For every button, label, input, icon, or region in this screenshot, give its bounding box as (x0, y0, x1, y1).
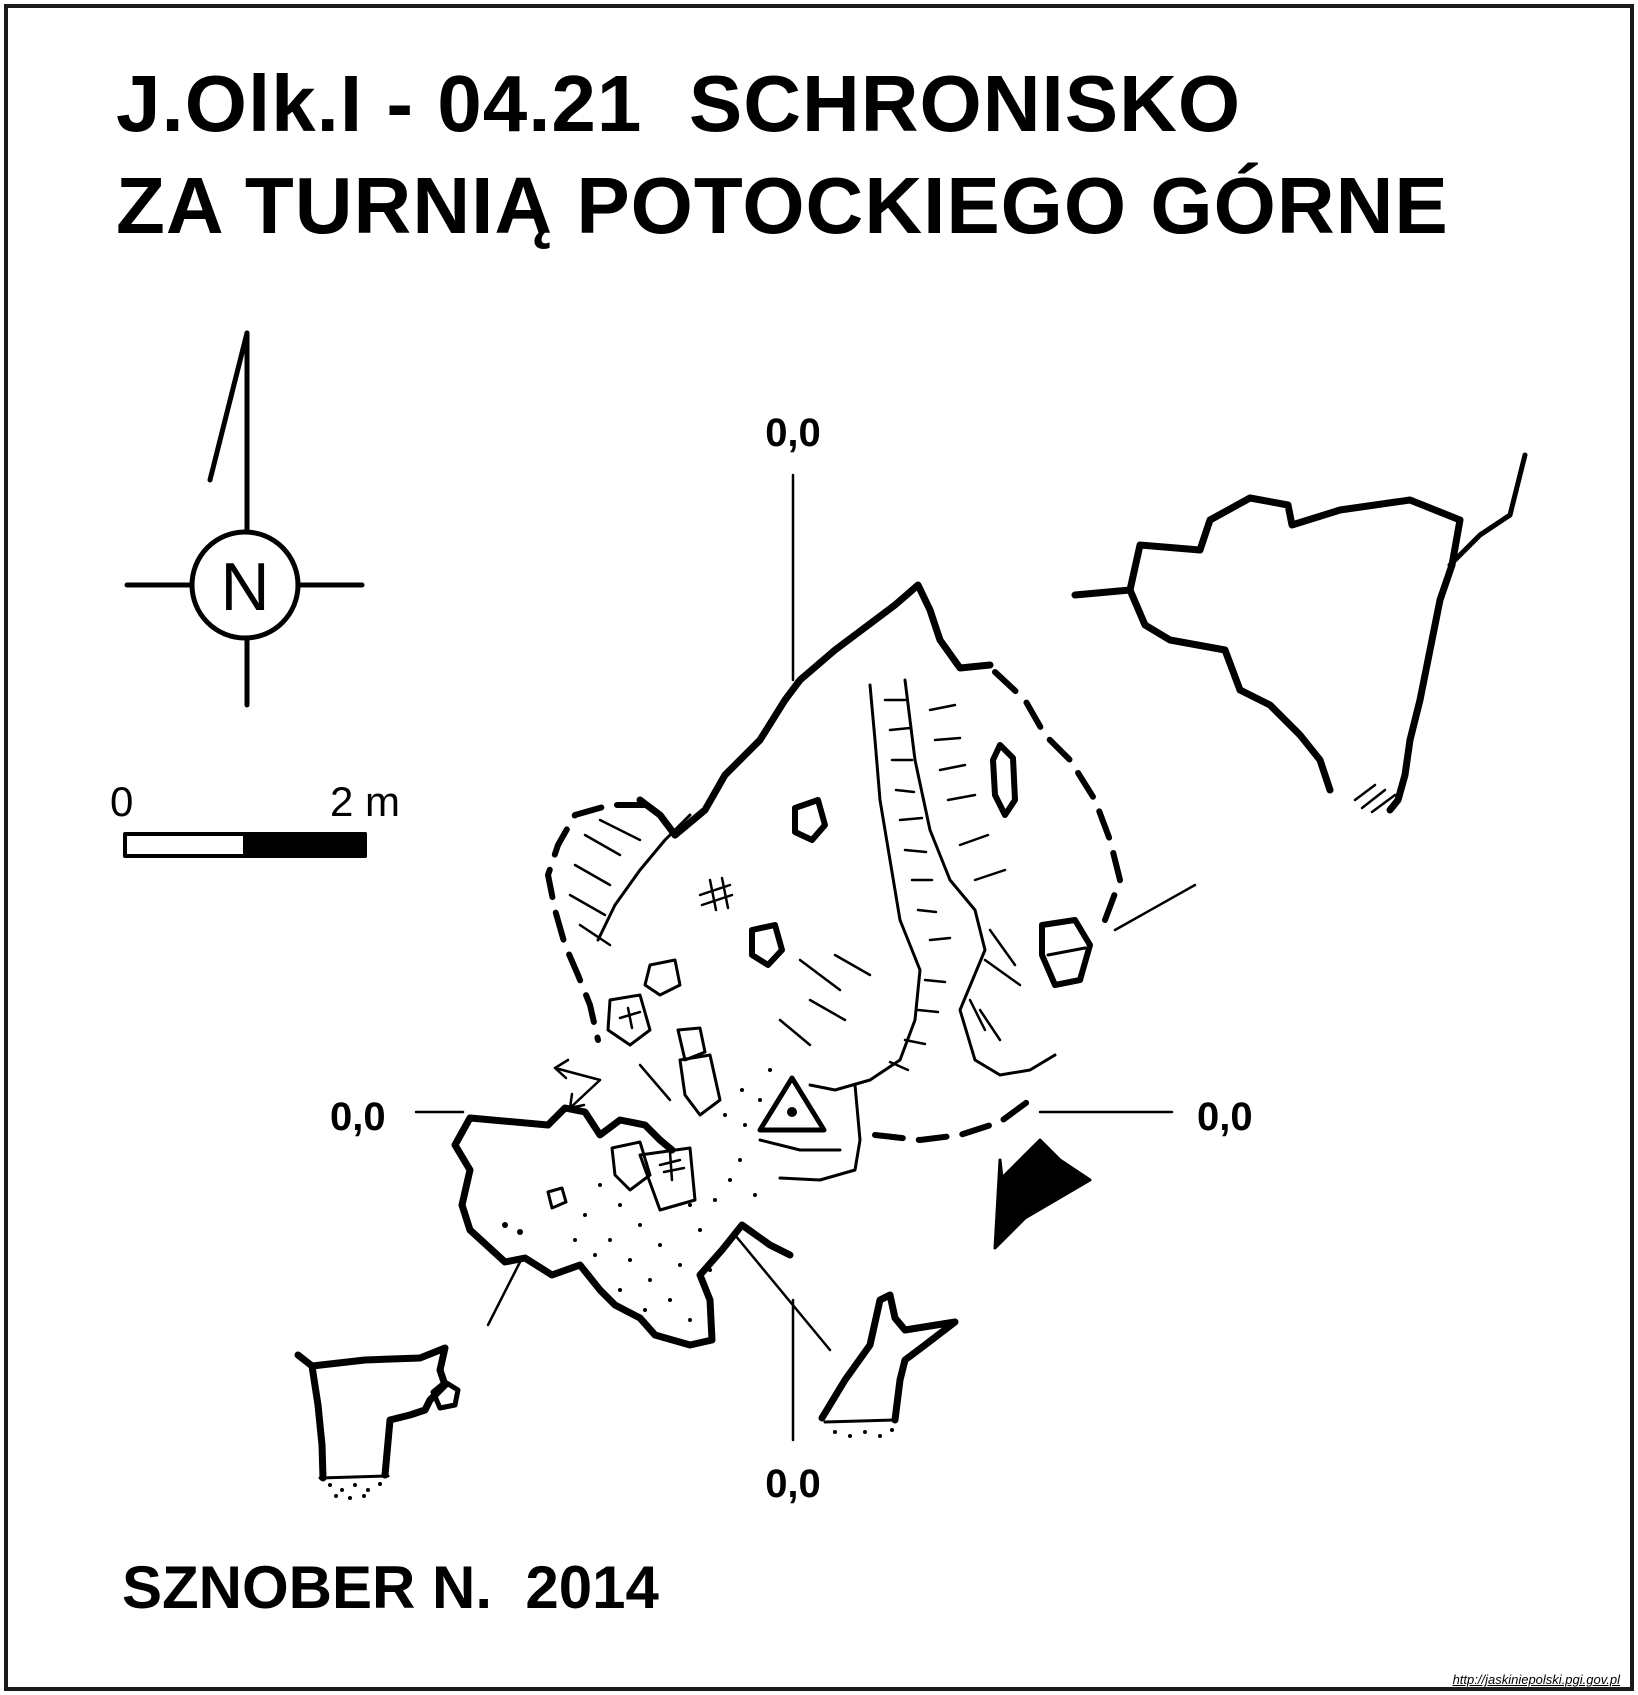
survey-station (757, 1075, 827, 1133)
boulder-1 (792, 797, 828, 843)
boulder-2 (990, 742, 1018, 818)
cave-walls (451, 581, 994, 1349)
reference-level-right: 0,0 (1197, 1095, 1253, 1139)
block-4 (678, 1053, 722, 1117)
slope-arrow-2 (568, 1078, 602, 1110)
hachures-west (568, 818, 642, 947)
hachures-east (928, 703, 1022, 1042)
s-section-floor-line (823, 1418, 897, 1424)
sw-section-niche (430, 1379, 461, 1411)
sw-section-wall-right (308, 1344, 449, 1479)
entrance-arrow (993, 1138, 1092, 1250)
sw-section-floor (328, 1482, 382, 1500)
boulder-4 (1039, 917, 1093, 988)
section-cut-line-ne (1113, 883, 1197, 932)
reference-level-bottom: 0,0 (765, 1462, 821, 1506)
block-6 (638, 1146, 697, 1212)
rock-ledges (596, 678, 1057, 1182)
slope-arrows (553, 1058, 672, 1110)
slope-line (638, 1063, 672, 1102)
boulder-3 (749, 922, 785, 968)
sediment-floor (502, 1068, 772, 1322)
scale-bar-black-segment (243, 832, 367, 858)
hachures-floor (778, 953, 872, 1047)
rock-ledge-south (778, 1083, 862, 1182)
cross-section-north-east-floor (1353, 783, 1397, 814)
north-arrow-circle (189, 529, 301, 641)
rubble-symbol-1 (698, 876, 734, 912)
scale-end-label: 2 m (330, 778, 400, 825)
reference-level-left: 0,0 (330, 1095, 386, 1139)
map-title-line-1: J.Olk.I - 04.21 SCHRONISKO (116, 59, 1242, 148)
rubble-symbol-2 (618, 1006, 642, 1030)
scale-bar: 0 2 m (110, 778, 400, 858)
cross-section-north-east (1071, 452, 1528, 814)
hachures-central (883, 698, 952, 1072)
boulders (749, 742, 1093, 988)
cave-walls-dashed (545, 669, 1123, 1143)
rock-ledge-east (903, 678, 1057, 1077)
sw-section-wall-left (294, 1351, 327, 1482)
ne-section-floor-hatch (1353, 783, 1397, 814)
small-blocks (546, 958, 722, 1212)
block-5 (610, 1140, 652, 1192)
rubble-symbol-3 (658, 1150, 686, 1182)
rock-ledge-central (808, 683, 922, 1092)
cave-wall-north (671, 581, 994, 839)
map-title-line-2: ZA TURNIĄ POTOCKIEGO GÓRNE (116, 161, 1449, 250)
cross-section-south (818, 1291, 959, 1424)
ne-section-outline-lower (1126, 586, 1334, 794)
block-1 (643, 958, 682, 997)
section-cut-line-se (733, 1233, 832, 1352)
map-frame (4, 4, 1634, 1691)
scale-start-label: 0 (110, 778, 133, 825)
boulder-4-crack (1046, 946, 1087, 957)
cave-wall-collapse-edge (544, 1104, 676, 1154)
block-2 (606, 993, 652, 1047)
north-arrow: N (124, 330, 365, 708)
source-url: http://jaskiniepolski.pgi.gov.pl (1452, 1672, 1620, 1687)
slope-arrow-1 (553, 1058, 602, 1082)
sw-section-floor-line (318, 1474, 390, 1480)
dashed-drip-line (872, 1097, 1033, 1143)
rubble-symbols (618, 876, 734, 1182)
ne-section-outline-upper (1071, 494, 1464, 814)
north-arrow-tip (207, 330, 250, 483)
author-and-year: SZNOBER N. 2014 (122, 1554, 659, 1621)
s-section-floor (833, 1428, 894, 1438)
cave-wall-south-west (451, 1114, 794, 1349)
slope-hachures (568, 698, 1022, 1072)
reference-level-top: 0,0 (765, 411, 821, 455)
block-3 (676, 1026, 707, 1062)
cross-section-south-west (294, 1344, 461, 1482)
s-section-outline (818, 1291, 959, 1424)
survey-station-dot (787, 1107, 797, 1117)
ne-section-outline-tip (1447, 452, 1528, 568)
rock-step-line (758, 1138, 842, 1152)
block-7 (546, 1186, 568, 1210)
rock-ledge-west (596, 813, 692, 942)
dashed-wall-east (992, 669, 1123, 923)
section-cut-line-sw (486, 1260, 522, 1327)
survey-station-triangle (757, 1075, 827, 1133)
section-reference-lines (414, 473, 1197, 1442)
north-letter: N (220, 549, 269, 625)
dashed-wall-west (545, 802, 648, 1043)
